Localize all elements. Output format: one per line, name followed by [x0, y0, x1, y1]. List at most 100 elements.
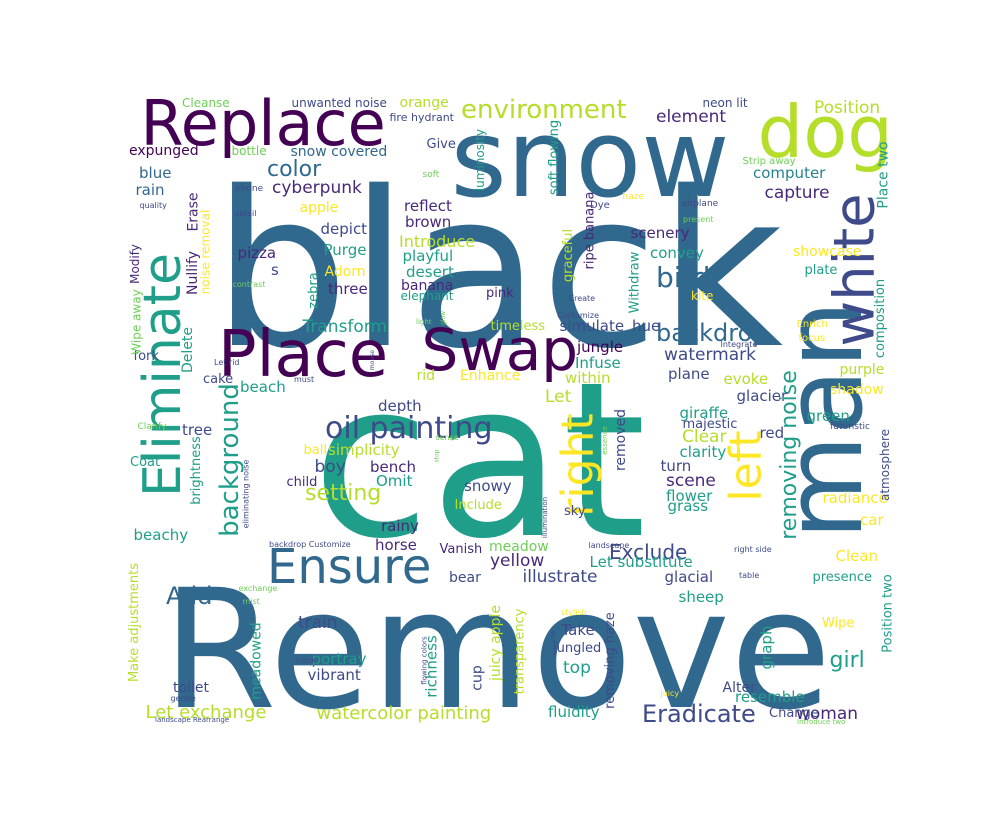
word-phone: phone — [235, 183, 264, 194]
word-zebra: zebra — [306, 271, 322, 309]
word-alter: Alter — [722, 680, 756, 696]
word-cat: cat — [312, 334, 647, 586]
word-beach: beach — [240, 377, 286, 396]
word-black: black — [212, 144, 784, 396]
word-timeless: timeless — [490, 318, 546, 334]
word-yellow: yellow — [490, 550, 545, 571]
word-light: light — [416, 317, 432, 326]
word-boy: boy — [314, 456, 346, 477]
word-kite: kite — [691, 289, 714, 303]
word-meadow: meadow — [489, 539, 549, 555]
word-red: red — [759, 423, 785, 442]
word-hue: hue — [632, 316, 661, 335]
word-meadowed: meadowed — [248, 622, 265, 700]
word-mist: mist — [242, 597, 260, 606]
word-scenery: scenery — [630, 223, 690, 242]
word-showcase: showcase — [793, 244, 862, 260]
word-watermark: watermark — [664, 344, 756, 365]
word-composition: composition — [872, 278, 888, 358]
word-presence: presence — [812, 569, 872, 585]
word-haze: haze — [622, 191, 644, 202]
word-backdrop: backdrop — [656, 319, 768, 347]
word-green: green — [806, 406, 850, 425]
word-portray: portray — [311, 649, 367, 668]
word-banana: banana — [401, 278, 454, 294]
word-tree: tree — [182, 420, 213, 439]
word-include: Include — [454, 497, 502, 513]
word-jungle: jungle — [577, 337, 624, 356]
word-pizza: pizza — [237, 243, 277, 262]
word-soft-flowing: soft flowing — [546, 119, 562, 195]
word-sheep: sheep — [678, 587, 724, 606]
word-capture: capture — [764, 182, 830, 203]
word-cow: cow — [549, 630, 557, 642]
word-futuristic: futuristic — [830, 421, 870, 432]
word-glacier: glacier — [736, 386, 788, 405]
word-computer: computer — [753, 163, 826, 182]
word-brightness: brightness — [188, 435, 204, 505]
word-dye: Dye — [590, 200, 610, 211]
word-simulate: simulate — [559, 316, 625, 335]
word-watercolor-painting: watercolor painting — [316, 703, 492, 724]
word-right: right — [552, 413, 604, 517]
word-focus: focus — [798, 333, 826, 344]
word-landscape-rearrange: landscape Rearrange — [155, 715, 230, 724]
word-strip-away: Strip away — [742, 156, 796, 167]
word-juicy-apple: juicy apple — [487, 605, 504, 681]
word-stylish: stylish — [561, 608, 587, 617]
word-ball: ball — [303, 442, 327, 458]
word-dog: dog — [757, 90, 893, 174]
word-turn: turn — [660, 456, 692, 475]
word-let-exchange: Let exchange — [145, 702, 267, 723]
word-reflect: reflect — [404, 196, 452, 215]
word-three: three — [328, 279, 368, 298]
word-flowing-colors: flowing colors — [420, 635, 429, 685]
word-must: must — [294, 375, 315, 384]
word-quality: quality — [139, 201, 167, 210]
word-gentle: gentle — [170, 694, 196, 703]
word-luminosity: luminosity — [473, 128, 488, 192]
word-clarity: clarity — [679, 442, 727, 461]
word-clarify: Clarify — [137, 421, 167, 432]
word-neon-lit: neon lit — [702, 96, 748, 110]
word-introduce-two: Introduce two — [797, 717, 846, 726]
word-backdrop-customize: backdrop Customize — [269, 540, 351, 549]
word-glacial: glacial — [664, 567, 714, 586]
word-car: car — [860, 510, 884, 529]
word-add: Add — [166, 582, 213, 610]
word-element: element — [656, 106, 727, 127]
word-depict: depict — [320, 219, 368, 238]
word-modify: Modify — [127, 244, 142, 284]
word-oil-painting: oil painting — [325, 411, 493, 446]
word-color: color — [267, 157, 322, 182]
word-cleanse: Cleanse — [182, 96, 230, 110]
word-glow: glow — [440, 310, 448, 326]
word-background: background — [214, 383, 245, 537]
word-sky: sky — [564, 503, 586, 519]
word-playful: playful — [402, 246, 454, 265]
word-graph: graph — [757, 625, 776, 669]
word-transparency: transparency — [512, 608, 528, 694]
word-girl: girl — [829, 648, 865, 673]
word-bottle: bottle — [231, 144, 267, 158]
word-vibrant: vibrant — [307, 665, 361, 684]
word-bench: bench — [370, 457, 417, 476]
word-place-two: Place two — [875, 141, 892, 209]
word-jungled: jungled — [553, 640, 602, 656]
word-change: Change — [769, 705, 819, 721]
word-withdraw: Withdraw — [627, 251, 643, 313]
word-flower: flower — [666, 486, 713, 505]
word-radiance: radiance — [822, 488, 888, 507]
word-s: s — [271, 260, 279, 279]
word-let-substitute: Let substitute — [589, 552, 693, 571]
word-adorn: Adorn — [324, 264, 366, 280]
word-illumination: illumination — [540, 496, 549, 538]
word-place: Place — [218, 318, 389, 392]
word-transform: Transform — [302, 316, 388, 337]
word-purge: Purge — [323, 240, 367, 259]
word-clean: Clean — [835, 546, 879, 565]
word-wipe-away: Wipe away — [129, 289, 144, 355]
word-fork: fork — [133, 348, 159, 364]
word-convey: convey — [650, 243, 704, 262]
